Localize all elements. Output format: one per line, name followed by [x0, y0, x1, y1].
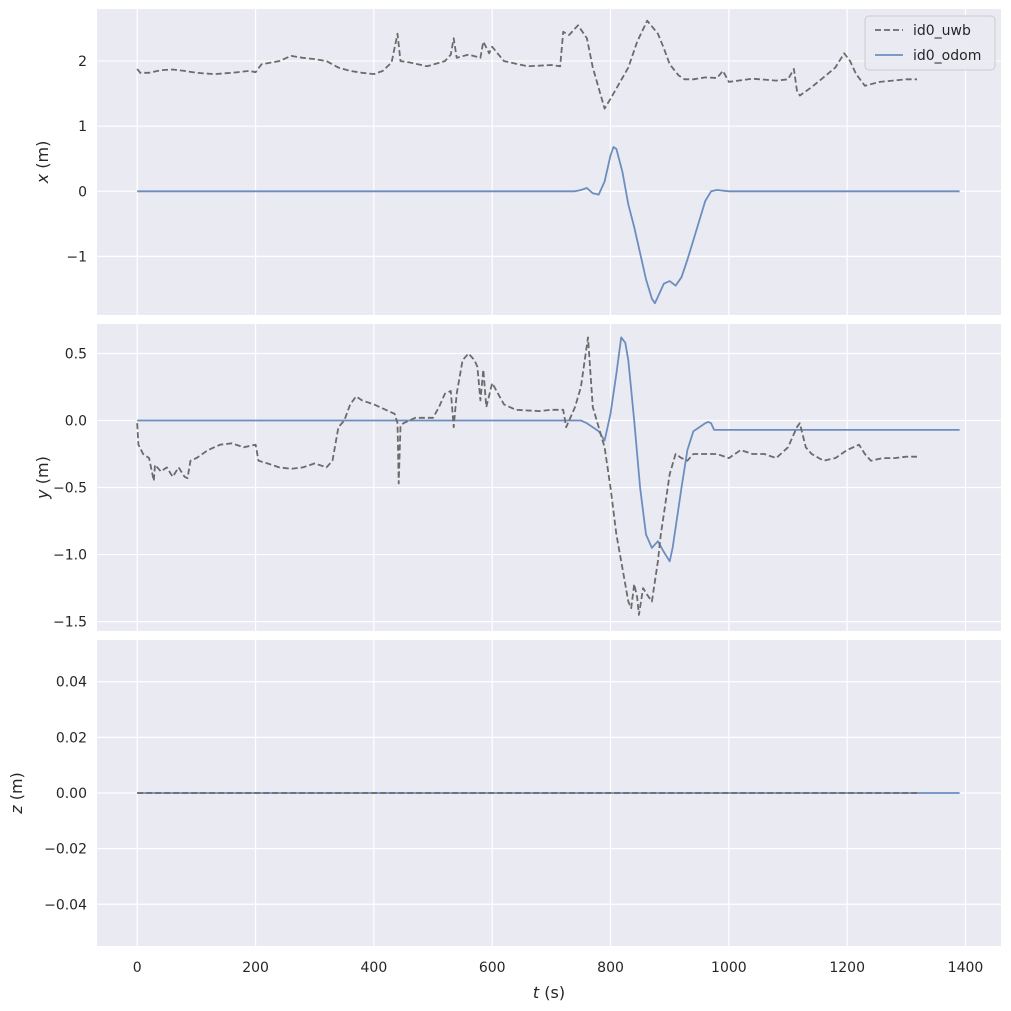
xtick-label-1200: 1200	[829, 960, 865, 976]
xtick-label-200: 200	[242, 960, 269, 976]
panel-z-ytick-label-3: −0.02	[44, 842, 87, 858]
panel-z-ytick-label-2: 0.00	[56, 786, 87, 802]
panel-z-ylabel-unit: (m)	[7, 772, 26, 805]
panel-x-ylabel: x (m)	[33, 141, 52, 185]
xlabel-var: t	[533, 983, 540, 1002]
xlabel: t (s)	[533, 983, 565, 1002]
panel-y-ytick-label-4: −1.5	[53, 615, 87, 631]
panel-y-ylabel-unit: (m)	[33, 456, 52, 489]
panel-x-ytick-label-3: −1	[66, 249, 87, 265]
panel-y-background	[97, 324, 1001, 631]
panel-y-ylabel: y (m)	[33, 456, 52, 500]
panel-y-ytick-label-2: −0.5	[53, 481, 87, 497]
panel-z: 0.04 0.02 0.00 −0.02 −0.04 z (m) 0 200 400 600 800…	[7, 640, 1001, 1002]
xtick-label-1400: 1400	[948, 960, 984, 976]
panel-x: 2 1 0 −1 x (m) id0_uwb id0_odom	[33, 9, 1001, 315]
panel-x-series-id0_uwb	[136, 19, 917, 110]
panel-y-ytick-label-0: 0.5	[65, 346, 87, 362]
panel-y-series-id0_odom	[137, 336, 960, 563]
xtick-label-0: 0	[133, 960, 142, 976]
panel-z-ylabel-var: z	[7, 805, 26, 815]
panel-z-ytick-label-4: −0.04	[44, 897, 87, 913]
legend: id0_uwb id0_odom	[864, 15, 996, 71]
panel-z-ytick-label-0: 0.04	[56, 675, 87, 691]
panel-y-ytick-label-3: −1.0	[53, 548, 87, 564]
panel-z-ylabel: z (m)	[7, 772, 26, 815]
panel-x-ylabel-unit: (m)	[33, 141, 52, 174]
xtick-label-1000: 1000	[711, 960, 747, 976]
panel-y-ytick-label-1: 0.0	[65, 414, 87, 430]
panel-z-ytick-label-1: 0.02	[56, 730, 87, 746]
panel-y-series-id0_uwb	[136, 336, 917, 616]
xtick-label-600: 600	[479, 960, 506, 976]
xtick-label-800: 800	[597, 960, 624, 976]
panel-x-ytick-label-2: 0	[78, 184, 87, 200]
xlabel-unit: (s)	[539, 983, 565, 1002]
panel-x-series-id0_odom	[137, 146, 960, 305]
panel-x-ytick-label-0: 2	[78, 54, 87, 70]
legend-label-id0_odom: id0_odom	[913, 48, 981, 64]
panel-x-ytick-label-1: 1	[78, 119, 87, 135]
panel-x-ylabel-var: x	[33, 173, 52, 184]
panel-y-ylabel-var: y	[33, 489, 52, 500]
xtick-label-400: 400	[361, 960, 388, 976]
panel-y: 0.5 0.0 −0.5 −1.0 −1.5 y (m)	[33, 324, 1001, 631]
legend-label-id0_uwb: id0_uwb	[913, 23, 971, 39]
